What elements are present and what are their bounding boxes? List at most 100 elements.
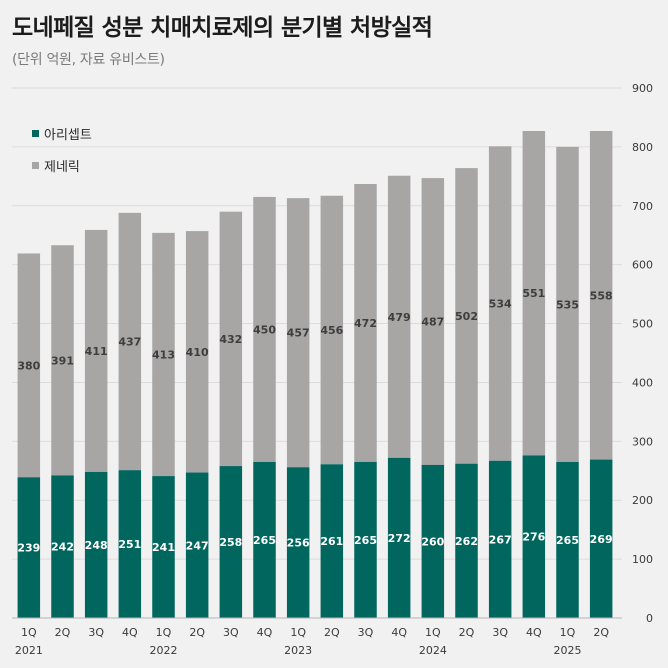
data-label-aricept: 256 xyxy=(287,537,310,550)
legend-swatch-generic xyxy=(32,161,39,169)
y-tick-label: 800 xyxy=(632,141,653,154)
y-tick-label: 200 xyxy=(632,494,653,507)
bar-generic xyxy=(51,245,74,476)
legend-item-generic: 제네릭 xyxy=(32,156,92,175)
year-label: 2024 xyxy=(419,644,447,657)
legend-swatch-aricept xyxy=(32,129,39,137)
year-label: 2025 xyxy=(554,644,582,657)
legend: 아리셉트 제네릭 xyxy=(32,124,92,188)
bar-generic xyxy=(589,130,613,460)
bar-generic xyxy=(219,211,243,467)
y-tick-label: 400 xyxy=(632,376,653,389)
x-tick-label: 2Q xyxy=(593,626,609,639)
data-label-aricept: 247 xyxy=(186,539,209,552)
year-label: 2022 xyxy=(150,644,178,657)
bars xyxy=(17,130,613,618)
x-tick-label: 2Q xyxy=(459,626,475,639)
x-tick-label: 4Q xyxy=(391,626,407,639)
bar-aricept xyxy=(51,475,74,618)
y-tick-label: 600 xyxy=(632,259,653,272)
x-tick-label: 1Q xyxy=(425,626,441,639)
data-label-generic: 457 xyxy=(287,327,310,340)
y-tick-label: 900 xyxy=(632,82,653,95)
x-tick-label: 1Q xyxy=(156,626,172,639)
bar-generic xyxy=(387,175,411,458)
bar-aricept xyxy=(152,476,175,618)
bar-aricept xyxy=(219,466,243,618)
data-label-aricept: 265 xyxy=(354,534,377,547)
bar-aricept xyxy=(556,461,579,618)
data-label-aricept: 272 xyxy=(388,532,411,545)
gridlines xyxy=(12,87,622,560)
bar-aricept xyxy=(522,455,546,618)
bar-generic xyxy=(84,229,108,472)
bar-generic xyxy=(17,253,41,478)
x-tick-label: 3Q xyxy=(358,626,374,639)
x-tick-label: 3Q xyxy=(492,626,508,639)
legend-label-generic: 제네릭 xyxy=(44,159,80,175)
y-tick-label: 0 xyxy=(646,612,653,625)
data-label-generic: 410 xyxy=(186,346,209,359)
y-tick-label: 500 xyxy=(632,318,653,331)
data-label-generic: 479 xyxy=(388,311,411,324)
data-label-aricept: 262 xyxy=(455,535,478,548)
data-label-generic: 391 xyxy=(51,354,74,367)
data-label-aricept: 241 xyxy=(152,541,175,554)
bar-generic xyxy=(522,130,546,456)
data-label-generic: 411 xyxy=(85,345,108,358)
data-label-generic: 432 xyxy=(219,333,242,346)
data-label-generic: 502 xyxy=(455,310,478,323)
bar-generic xyxy=(118,212,142,471)
data-label-aricept: 242 xyxy=(51,541,74,554)
bar-aricept xyxy=(354,461,377,618)
bar-generic xyxy=(354,183,377,462)
data-label-generic: 450 xyxy=(253,323,276,336)
axes: 0 100 200 300 400 500 600 700 800 900 1Q 2Q 3Q 4Q 1Q 2Q… xyxy=(12,82,653,657)
data-label-aricept: 260 xyxy=(421,535,444,548)
bar-aricept xyxy=(286,467,310,618)
bar-aricept xyxy=(185,472,209,618)
data-label-generic: 472 xyxy=(354,317,377,330)
data-label-generic: 534 xyxy=(489,298,512,311)
bar-aricept xyxy=(488,460,512,618)
data-label-generic: 487 xyxy=(421,315,444,328)
data-label-aricept: 248 xyxy=(85,539,108,552)
x-tick-label: 2Q xyxy=(189,626,205,639)
x-tick-label: 3Q xyxy=(223,626,239,639)
y-tick-label: 300 xyxy=(632,435,653,448)
bar-aricept xyxy=(320,464,344,618)
year-label: 2021 xyxy=(15,644,43,657)
bar-generic xyxy=(556,146,579,462)
data-label-generic: 456 xyxy=(320,324,343,337)
data-label-aricept: 258 xyxy=(219,536,242,549)
data-label-aricept: 239 xyxy=(17,542,40,555)
bar-generic xyxy=(421,178,445,465)
bar-aricept xyxy=(84,471,108,618)
bar-aricept xyxy=(118,470,142,618)
bar-aricept xyxy=(589,459,613,618)
y-tick-label: 100 xyxy=(632,553,653,566)
bar-generic xyxy=(152,232,175,477)
x-tick-label: 2Q xyxy=(324,626,340,639)
bar-generic xyxy=(320,195,344,465)
year-label: 2023 xyxy=(284,644,312,657)
bar-aricept xyxy=(17,477,41,618)
bar-generic xyxy=(185,231,209,473)
x-tick-label: 3Q xyxy=(88,626,104,639)
data-label-generic: 535 xyxy=(556,298,579,311)
data-label-aricept: 265 xyxy=(253,534,276,547)
bar-aricept xyxy=(387,457,411,618)
x-tick-label: 1Q xyxy=(290,626,306,639)
data-label-aricept: 265 xyxy=(556,534,579,547)
bar-generic xyxy=(455,168,478,464)
data-label-generic: 437 xyxy=(118,336,141,349)
data-label-aricept: 261 xyxy=(320,535,343,548)
x-tick-label: 1Q xyxy=(560,626,576,639)
x-tick-label: 2Q xyxy=(55,626,71,639)
bar-generic xyxy=(488,146,512,461)
data-label-generic: 558 xyxy=(590,289,613,302)
data-label-aricept: 267 xyxy=(489,533,512,546)
legend-label-aricept: 아리셉트 xyxy=(44,127,92,143)
y-tick-label: 700 xyxy=(632,200,653,213)
bar-aricept xyxy=(253,461,276,618)
